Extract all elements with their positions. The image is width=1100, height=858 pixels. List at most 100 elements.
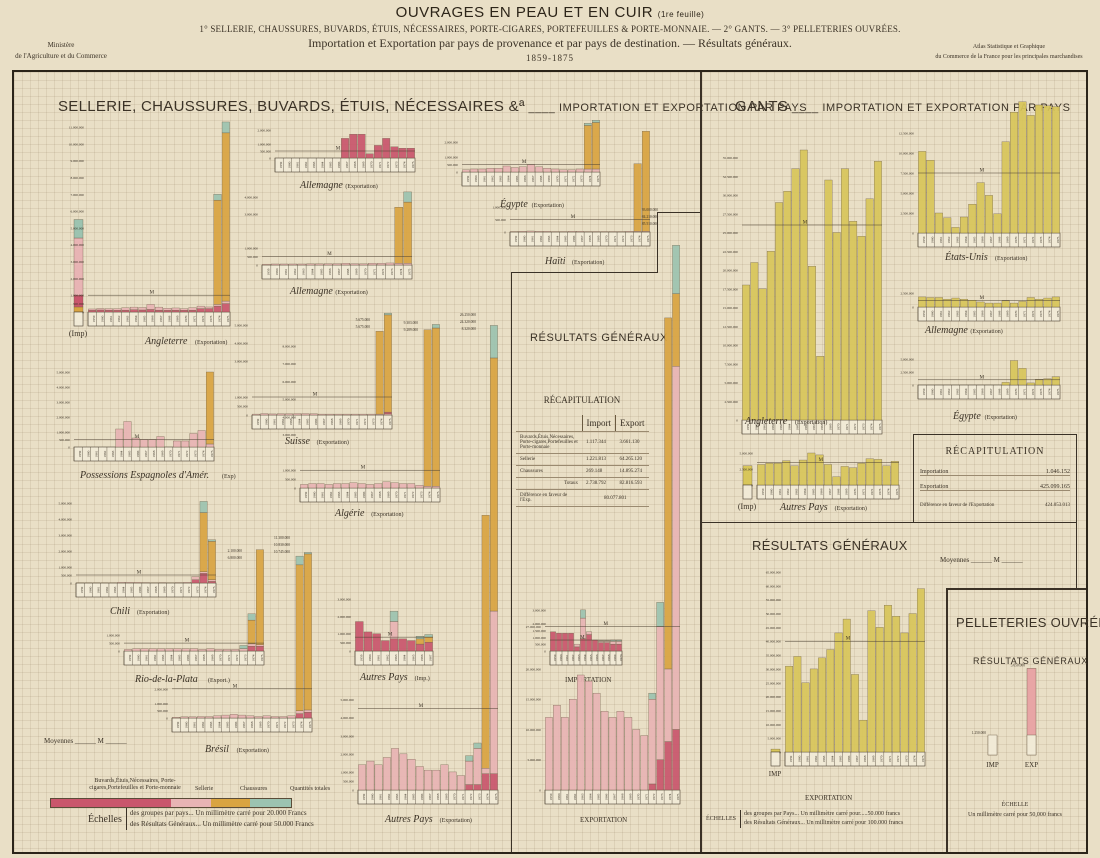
- year-label: 1865: [306, 418, 310, 425]
- year-label: 1870: [605, 235, 609, 242]
- section-divider-vertical: [700, 72, 702, 852]
- bar-totales: [489, 325, 498, 359]
- y-tick-label: 10.000.000: [526, 728, 542, 732]
- bar-buvards: [383, 411, 392, 415]
- year-label: 1871: [563, 175, 567, 182]
- y-tick-label: 17.500.000: [723, 287, 739, 291]
- year-label: 1866: [804, 423, 808, 430]
- pelleteries-category-label: EXP: [1025, 761, 1038, 769]
- bar-gants: [1001, 141, 1010, 234]
- bar-sellerie: [465, 760, 474, 785]
- bar-sellerie: [96, 308, 105, 311]
- y-tick-label: 1.000.000: [337, 632, 351, 636]
- y-tick-label: 1.000.000: [444, 156, 458, 160]
- year-label: 1869: [613, 654, 617, 661]
- bar-sellerie: [382, 481, 391, 489]
- y-tick-label: 6.000.000: [282, 380, 296, 384]
- bar-chaussures: [199, 512, 208, 572]
- year-label: 1872: [621, 235, 625, 242]
- bar-sellerie: [132, 648, 141, 652]
- year-label: 1875: [388, 418, 392, 425]
- year-label: 1862: [490, 175, 494, 182]
- y-tick-label: 1.000.000: [532, 636, 546, 640]
- bar-sellerie: [569, 699, 577, 791]
- year-label: 1865: [128, 450, 132, 457]
- year-label: 1860: [557, 793, 561, 800]
- bar-gants: [918, 296, 927, 308]
- year-label: 1862: [573, 793, 577, 800]
- bar-sellerie: [181, 440, 190, 448]
- bar-buvards: [407, 640, 416, 652]
- year-label: 1875: [308, 721, 312, 728]
- y-tick-label: 2.500.000: [739, 468, 753, 472]
- year-label: 1861: [763, 423, 767, 430]
- bar-buvards: [374, 145, 382, 159]
- year-label: 1860: [136, 654, 140, 661]
- year-label: 1869: [355, 268, 359, 275]
- bar-totales: [247, 613, 256, 621]
- year-label: 1871: [861, 488, 865, 495]
- y-tick-label: 2.000.000: [56, 416, 70, 420]
- y-tick-label: 6.000.000: [70, 210, 84, 214]
- recap-table: Import Export Buvards,Étuis,Nécessaires, …: [516, 415, 649, 507]
- bar-sellerie: [214, 649, 223, 652]
- year-label: 1872: [652, 793, 656, 800]
- year-label: 1872: [896, 755, 900, 762]
- bar-buvards: [221, 303, 230, 313]
- bar-sellerie: [374, 764, 383, 791]
- bar-sellerie: [567, 169, 576, 173]
- pelleteries-box-left: [946, 588, 948, 852]
- y-tick-label: 22.500.000: [723, 250, 739, 254]
- bar-gants: [926, 160, 935, 234]
- bar-buvards: [180, 310, 189, 313]
- year-label: 1860: [931, 236, 935, 243]
- year-label: 1872: [187, 586, 191, 593]
- bar-gants: [951, 297, 960, 308]
- year-label: 1871: [192, 315, 196, 322]
- chart-autres-pays-exp: 1859 1860 1861 1862 1863 1864 1865 1866 1867 1868…: [340, 313, 499, 825]
- bar-gants: [884, 605, 892, 753]
- y-tick-label: 5.000.000: [234, 324, 248, 328]
- y-tick-label: 5.000.000: [70, 226, 84, 230]
- chart-title: Allemagne: [289, 286, 333, 297]
- year-label: 1862: [539, 235, 543, 242]
- bar-sellerie: [333, 483, 341, 489]
- bar-buvards: [163, 310, 172, 313]
- bar-gants: [793, 656, 802, 753]
- y-tick-label: 2.500.000: [900, 292, 914, 296]
- chart-title: EXPORTATION: [805, 794, 852, 802]
- year-label: 1863: [209, 721, 213, 728]
- bar-gants: [808, 266, 816, 421]
- year-label: 1871: [644, 793, 648, 800]
- year-label: 1865: [329, 161, 333, 168]
- bar-gants: [849, 221, 858, 421]
- chart-subtitle: (Exportation): [970, 328, 1002, 335]
- bar-sellerie: [598, 641, 604, 643]
- bar-buvards: [398, 638, 407, 652]
- bar-gants: [943, 217, 952, 234]
- chart-resultats-exportation: 1859 1860 1861 1862 1863 1864 1865 1866 1867 1868…: [526, 208, 681, 824]
- bar-gants: [790, 465, 799, 486]
- year-label: 1866: [820, 488, 824, 495]
- bar-gants: [890, 461, 899, 486]
- chart-subtitle: (Exportation): [440, 817, 472, 824]
- chart-title: Algérie: [334, 508, 365, 519]
- bar-sellerie: [121, 307, 130, 311]
- bar-sellerie: [358, 764, 367, 791]
- year-label: 1872: [381, 268, 385, 275]
- mean-marker: M: [327, 252, 332, 257]
- chart-subtitle: (Export.): [208, 677, 230, 684]
- bar-sellerie: [205, 443, 214, 448]
- year-label: 1862: [105, 586, 109, 593]
- bar-gants: [873, 161, 882, 421]
- bar-sellerie: [239, 648, 248, 652]
- bar-sellerie: [584, 680, 593, 791]
- year-label: 1874: [300, 721, 304, 728]
- year-label: 1872: [853, 423, 857, 430]
- year-label: 1875: [878, 423, 882, 430]
- bar-chaussures: [633, 163, 642, 232]
- bar-sellerie: [124, 649, 133, 652]
- year-label: 1859: [922, 236, 926, 243]
- year-label: 1864: [134, 315, 138, 322]
- bar-sellerie: [189, 433, 198, 448]
